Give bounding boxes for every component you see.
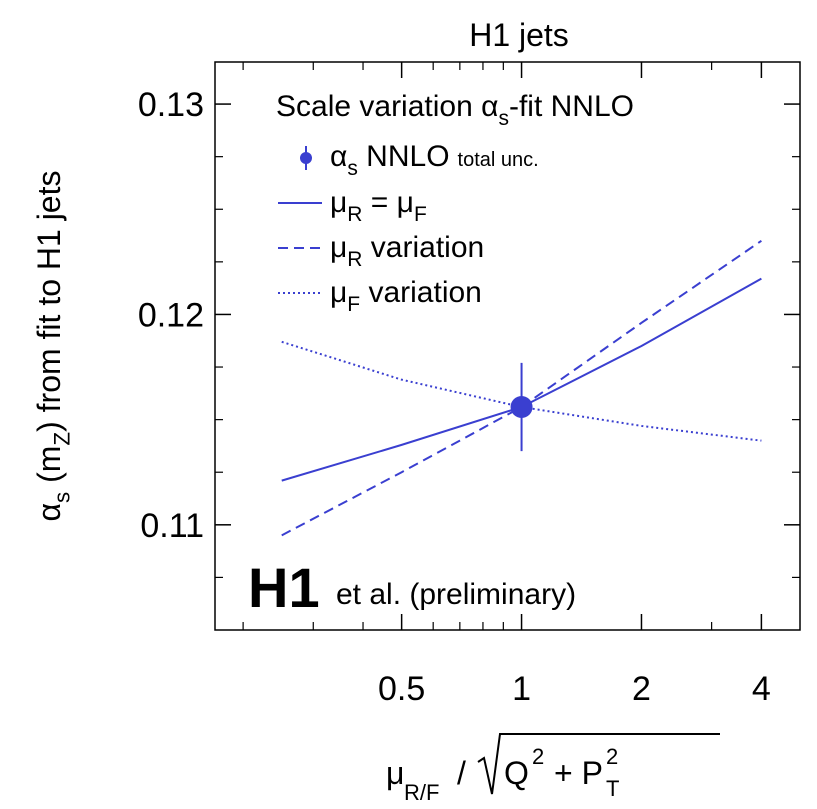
plot-frame [214, 61, 801, 631]
legend-label-sub: s [347, 157, 358, 180]
x-tick-label: 0.5 [378, 670, 425, 708]
legend-label: μR variation [330, 231, 484, 271]
legend-label-sub: F [414, 203, 427, 226]
x-axis-label-sup: 2 [532, 744, 544, 769]
legend-label-part: α [330, 140, 347, 173]
legend-label-part: μ [330, 276, 347, 309]
annotation: et al. (preliminary) [336, 578, 576, 611]
x-axis-label-sub: T [606, 776, 619, 801]
legend-label: αs NNLO total unc. [330, 140, 539, 180]
chart-title: H1 jets [469, 17, 569, 53]
x-tick-label: 1 [512, 670, 531, 708]
legend-title: Scale variation αs-fit NNLO [276, 90, 634, 130]
legend-label-sub: R [347, 248, 362, 271]
data-point [510, 396, 533, 419]
legend-label-part: = μ [362, 186, 413, 219]
x-axis-label: + P [554, 755, 603, 791]
legend-note: total unc. [458, 149, 539, 171]
y-axis-label-sub: Z [50, 432, 75, 446]
y-axis-label-part: ) from fit to H1 jets [31, 171, 67, 432]
legend-label-part: μ [330, 231, 347, 264]
legend-title-sub: s [498, 107, 509, 130]
sqrt-sign [477, 733, 720, 795]
legend-title-part: Scale variation α [276, 90, 498, 123]
legend-label-part: μ [330, 186, 347, 219]
legend-label-part: variation [362, 231, 484, 264]
logo: H1 [248, 556, 320, 619]
legend-label-sub: F [347, 293, 360, 316]
x-axis-label-sup: 2 [606, 744, 618, 769]
legend-label-part: variation [360, 276, 482, 309]
x-axis-label: / [457, 755, 466, 791]
y-tick-label: 0.13 [138, 86, 204, 124]
legend-title-part: -fit NNLO [509, 90, 634, 123]
x-axis-label-sub: R/F [404, 780, 439, 805]
x-axis-label: Q [504, 755, 529, 791]
x-tick-label: 4 [752, 670, 771, 708]
x-tick-label: 2 [632, 670, 651, 708]
y-tick-label: 0.12 [138, 296, 204, 334]
legend-label-part: NNLO [358, 140, 450, 173]
legend-label-sub: R [347, 203, 362, 226]
legend-label: μF variation [330, 276, 482, 316]
series-line [281, 340, 762, 442]
y-axis-label: αs (mZ) from fit to H1 jets [31, 171, 75, 522]
y-axis-label-part: (m [31, 446, 67, 492]
legend-marker [300, 152, 312, 164]
y-tick-label: 0.11 [140, 507, 204, 545]
x-axis-label: μ [386, 755, 404, 791]
legend-label: μR = μF [330, 186, 427, 226]
y-axis-label-sub: s [50, 492, 75, 503]
y-axis-label-part: α [31, 503, 67, 522]
